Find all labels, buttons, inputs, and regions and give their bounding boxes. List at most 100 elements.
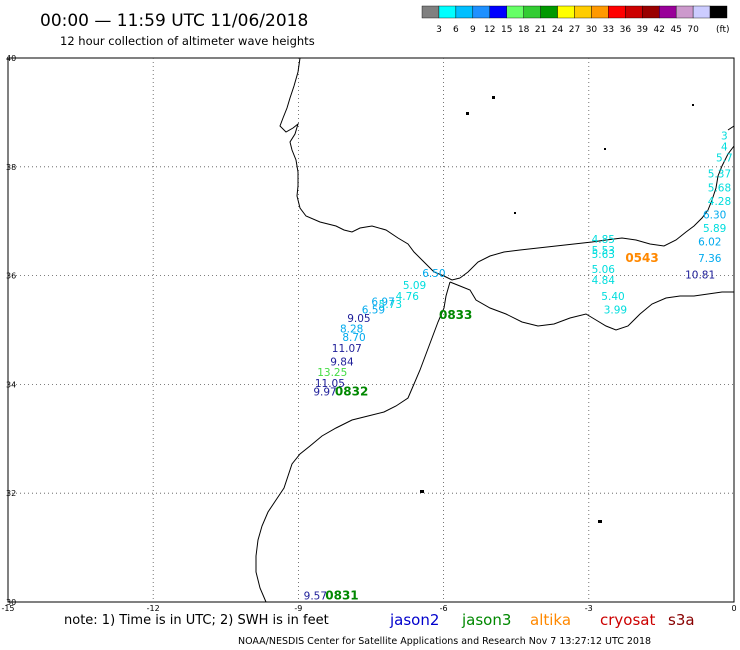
lon-label: -15	[1, 604, 14, 613]
wave-height-value: 6.97	[371, 297, 394, 309]
balearic-island-fragment	[727, 125, 735, 131]
pass-time-label: 0543	[625, 251, 658, 265]
color-scale-label: 42	[653, 25, 664, 35]
portugal-coastline	[279, 57, 461, 281]
wave-height-value: 4.84	[592, 275, 616, 287]
color-scale	[421, 5, 728, 19]
color-scale-label: 70	[687, 25, 699, 35]
coastline	[255, 57, 735, 603]
morocco-atlantic-coastline	[255, 281, 451, 603]
wave-height-value: 5.7	[716, 152, 733, 164]
color-scale-label: 45	[670, 25, 681, 35]
color-scale-labels: 3 6 9 12 15 18 21 24 27 30 33 36 39 42 45 70	[436, 25, 699, 35]
pass-time-labels: 0833 0832 0831 0543	[325, 251, 658, 602]
lon-label: -12	[147, 604, 160, 613]
legend-entry-jason2: jason2	[389, 611, 439, 629]
wave-height-value: 9.97	[313, 386, 336, 398]
color-swatch	[709, 5, 728, 19]
wave-height-value: 6.59	[362, 305, 385, 317]
wave-height-value: 11.07	[332, 343, 362, 355]
color-swatch	[455, 5, 474, 19]
color-swatch	[692, 5, 711, 19]
wave-height-value: 5.37	[708, 169, 731, 181]
wave-height-value: 5.73	[379, 299, 402, 311]
footer-credit: NOAA/NESDIS Center for Satellite Applica…	[238, 636, 651, 647]
color-swatch	[540, 5, 558, 19]
wave-height-value: 4	[721, 141, 728, 153]
color-scale-label: 30	[586, 25, 598, 35]
footer-note: note: 1) Time is in UTC; 2) SWH is in fe…	[64, 613, 329, 628]
color-scale-label: 9	[470, 25, 476, 35]
lat-label: 36	[6, 272, 16, 281]
wave-height-value: 5.06	[592, 264, 616, 276]
color-swatch	[523, 5, 541, 19]
pass-time-label: 0831	[325, 588, 358, 602]
wave-height-value: 4.28	[708, 196, 731, 208]
wave-height-value: 9.57	[304, 590, 327, 602]
color-swatch	[557, 5, 575, 19]
color-swatch	[421, 5, 440, 19]
legend-entry-jason3: jason3	[461, 611, 511, 629]
wave-height-value: 5.63	[592, 249, 615, 261]
color-swatch	[642, 5, 660, 19]
color-swatch	[659, 5, 677, 19]
spain-med-coastline	[459, 145, 735, 279]
wave-height-value: 6.50	[422, 268, 445, 280]
longitude-labels: -15 -12 -9 -6 -3 0	[1, 604, 736, 613]
wave-height-observations: 9.0511.079.8411.059.979.576.505.094.765.…	[304, 131, 733, 603]
lat-label: 32	[6, 489, 16, 498]
color-swatch	[472, 5, 490, 19]
wave-height-value: 6.30	[703, 209, 726, 221]
map-frame	[7, 57, 735, 603]
wave-height-value: 13.25	[317, 367, 347, 379]
legend-entry-cryosat: cryosat	[600, 611, 655, 629]
lat-label: 30	[6, 598, 16, 607]
wave-height-value: 4.76	[396, 291, 420, 303]
color-scale-label: 12	[484, 25, 495, 35]
color-swatch	[608, 5, 626, 19]
wave-height-value: 5.68	[708, 182, 731, 194]
wave-height-value: 9.05	[347, 313, 370, 325]
color-scale-label: 36	[620, 25, 632, 35]
pass-time-label: 0833	[439, 308, 472, 322]
color-scale-unit: (ft)	[716, 25, 730, 35]
color-scale-label: 33	[603, 25, 614, 35]
wave-height-value: 4.85	[592, 234, 615, 246]
wave-height-value: 3	[721, 131, 728, 143]
color-scale-label: 3	[436, 25, 442, 35]
color-scale-label: 27	[569, 25, 580, 35]
wave-height-value: 8.28	[340, 324, 363, 336]
color-swatch	[625, 5, 643, 19]
wave-height-value: 10.81	[685, 269, 715, 281]
pass-time-label: 0832	[335, 384, 368, 398]
color-scale-label: 21	[535, 25, 546, 35]
wave-height-value: 3.99	[604, 305, 627, 317]
color-swatch	[489, 5, 507, 19]
map-subtitle: 12 hour collection of altimeter wave hei…	[60, 34, 315, 48]
satellite-legend: jason2 jason3 altika cryosat s3a	[389, 611, 695, 629]
lon-label: 0	[731, 604, 736, 613]
lat-label: 38	[6, 163, 16, 172]
lat-label: 40	[6, 54, 16, 63]
map-title: 00:00 — 11:59 UTC 11/06/2018	[40, 11, 308, 31]
color-scale-label: 15	[501, 25, 512, 35]
wave-height-value: 6.02	[698, 237, 721, 249]
wave-height-value: 9.84	[330, 356, 354, 368]
color-scale-label: 24	[552, 25, 564, 35]
lat-lon-grid	[8, 58, 734, 602]
color-scale-label: 18	[518, 25, 530, 35]
latitude-labels: 40 38 36 34 32 30	[6, 54, 16, 607]
wave-height-value: 5.09	[403, 280, 426, 292]
lat-label: 34	[6, 380, 16, 389]
lon-label: -6	[440, 604, 448, 613]
color-swatch	[675, 5, 694, 19]
color-swatch	[506, 5, 524, 19]
wave-height-value: 5.53	[592, 245, 615, 257]
color-swatch	[574, 5, 592, 19]
color-scale-label: 39	[637, 25, 649, 35]
wave-height-value: 8.70	[342, 332, 365, 344]
lon-label: -9	[294, 604, 302, 613]
small-landmasses	[420, 96, 694, 523]
legend-entry-s3a: s3a	[668, 611, 695, 629]
